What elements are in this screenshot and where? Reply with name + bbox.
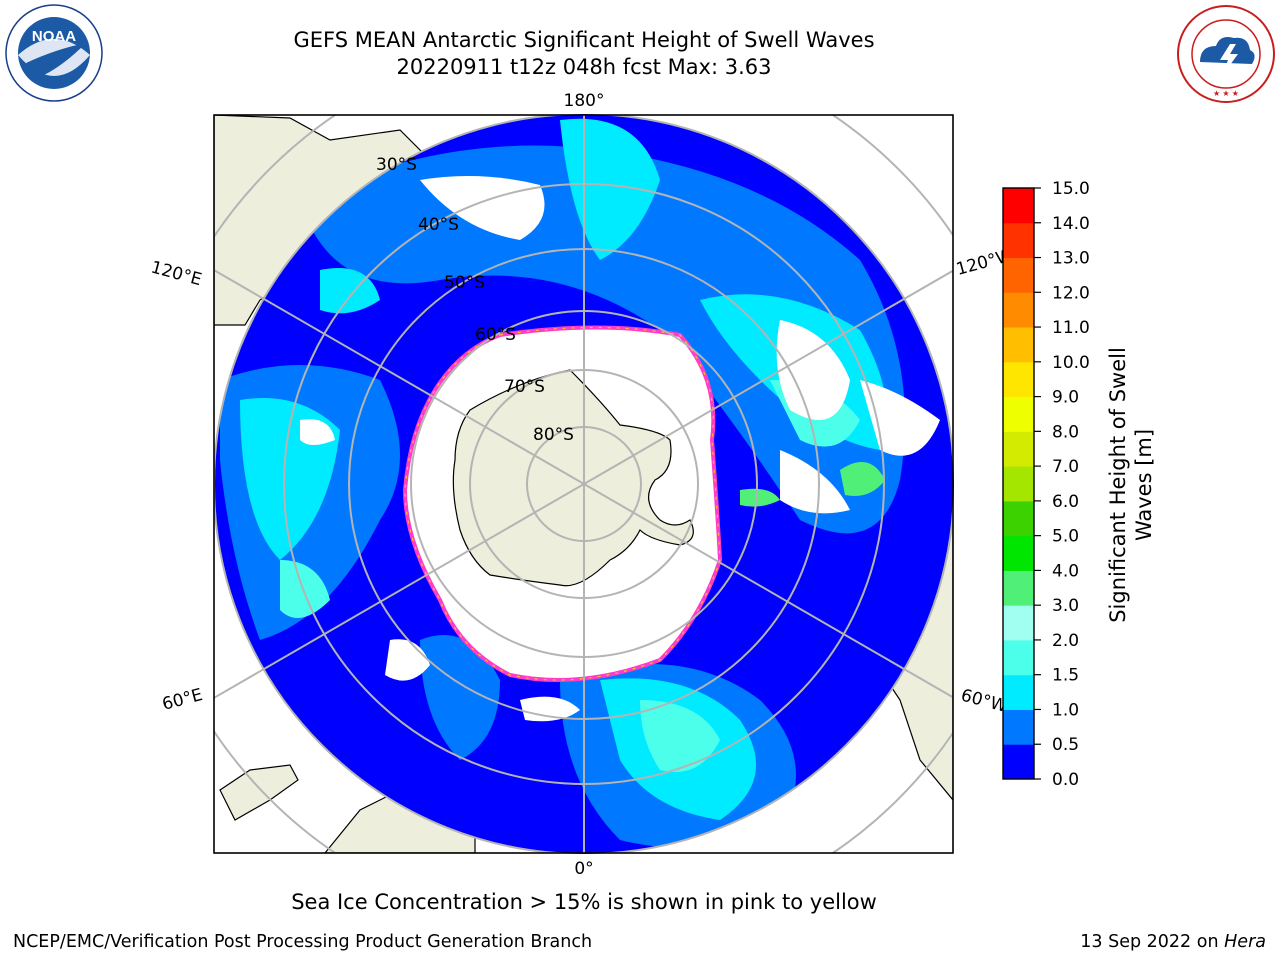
colorbar-tick-label: 11.0 bbox=[1052, 318, 1090, 338]
colorbar-tick-label: 1.0 bbox=[1052, 700, 1079, 720]
colorbar-tick-label: 3.0 bbox=[1052, 596, 1079, 616]
colorbar-swatch bbox=[1003, 570, 1034, 606]
colorbar-label-line2: Waves [m] bbox=[1132, 429, 1156, 541]
svg-text:★ ★ ★: ★ ★ ★ bbox=[1213, 89, 1239, 98]
date-label: 13 Sep 2022 on bbox=[1080, 932, 1219, 952]
colorbar-tick-label: 7.0 bbox=[1052, 457, 1079, 477]
colorbar-tick-label: 1.5 bbox=[1052, 666, 1079, 686]
colorbar-swatch bbox=[1003, 222, 1034, 259]
madagascar-landmass bbox=[219, 764, 299, 821]
nws-logo: ★ ★ ★ bbox=[1177, 5, 1275, 103]
colorbar-swatch bbox=[1003, 709, 1034, 745]
lon-label-60e: 60°E bbox=[160, 685, 205, 715]
colorbar-tick-label: 5.0 bbox=[1052, 527, 1079, 547]
lat-label-60s: 60°S bbox=[475, 325, 516, 345]
colorbar: 0.0 0.5 1.0 1.5 2.0 3.0 4.0 5.0 6.0 7.0 8.0 9.0 10.0… bbox=[1002, 180, 1090, 790]
lat-label-40s: 40°S bbox=[418, 215, 459, 235]
colorbar-tick-label: 12.0 bbox=[1052, 283, 1090, 303]
lightning-icon bbox=[1220, 44, 1238, 76]
map-title: GEFS MEAN Antarctic Significant Height o… bbox=[293, 28, 875, 52]
colorbar-swatch bbox=[1003, 396, 1034, 432]
noaa-logo: NOAA bbox=[5, 4, 103, 102]
date-text: 13 Sep 2022 on Hera bbox=[1080, 932, 1266, 952]
credit-text: NCEP/EMC/Verification Post Processing Pr… bbox=[13, 932, 593, 952]
colorbar-swatch bbox=[1003, 292, 1034, 328]
colorbar-tick-label: 9.0 bbox=[1052, 388, 1079, 408]
colorbar-swatch bbox=[1003, 361, 1034, 398]
colorbar-swatch bbox=[1003, 500, 1034, 537]
colorbar-tick-label: 8.0 bbox=[1052, 422, 1079, 442]
colorbar-tick-label: 6.0 bbox=[1052, 492, 1079, 512]
colorbar-swatch bbox=[1003, 327, 1034, 363]
colorbar-swatch bbox=[1003, 431, 1034, 467]
colorbar-tick-label: 10.0 bbox=[1052, 353, 1090, 373]
colorbar-tick-label: 4.0 bbox=[1052, 561, 1079, 581]
colorbar-tick-label: 14.0 bbox=[1052, 214, 1090, 234]
lon-label-0: 0° bbox=[574, 859, 593, 879]
lat-label-30s: 30°S bbox=[376, 155, 417, 175]
colorbar-swatch bbox=[1003, 744, 1034, 780]
colorbar-swatch bbox=[1003, 466, 1034, 502]
colorbar-label-line1: Significant Height of Swell bbox=[1106, 347, 1130, 623]
machine-name: Hera bbox=[1224, 932, 1266, 952]
colorbar-tick-label: 13.0 bbox=[1052, 249, 1090, 269]
sea-ice-caption: Sea Ice Concentration > 15% is shown in … bbox=[291, 890, 877, 914]
colorbar-swatch bbox=[1003, 188, 1034, 224]
colorbar-swatch bbox=[1003, 535, 1034, 571]
colorbar-label: Significant Height of Swell Waves [m] bbox=[1106, 347, 1156, 623]
colorbar-tick-label: 2.0 bbox=[1052, 631, 1079, 651]
colorbar-swatch bbox=[1003, 257, 1034, 293]
lat-label-50s: 50°S bbox=[444, 273, 485, 293]
colorbar-swatch bbox=[1003, 605, 1034, 641]
colorbar-tick-label: 0.5 bbox=[1052, 735, 1079, 755]
map-frame bbox=[213, 114, 954, 854]
colorbar-tick-label: 0.0 bbox=[1052, 770, 1079, 790]
noaa-logo-text: NOAA bbox=[32, 28, 76, 45]
lat-label-80s: 80°S bbox=[533, 425, 574, 445]
colorbar-tick-label: 15.0 bbox=[1052, 180, 1090, 199]
map-subtitle: 20220911 t12z 048h fcst Max: 3.63 bbox=[396, 55, 772, 79]
colorbar-swatch bbox=[1003, 639, 1034, 676]
lon-label-180: 180° bbox=[564, 91, 605, 111]
graticule bbox=[214, 115, 953, 853]
lat-label-70s: 70°S bbox=[504, 377, 545, 397]
colorbar-swatch bbox=[1003, 674, 1034, 710]
lon-label-120e: 120°E bbox=[149, 258, 204, 291]
